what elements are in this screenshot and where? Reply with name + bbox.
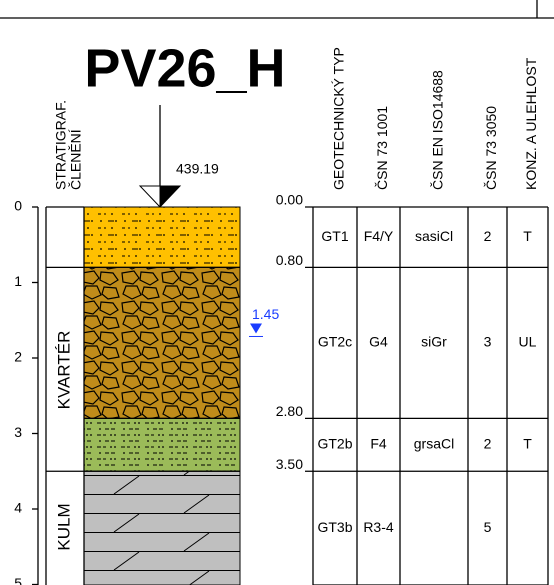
cell: 5 <box>484 519 492 535</box>
strat-header: ČLENĚNÍ <box>68 129 84 190</box>
strat-unit: KULM <box>54 503 73 550</box>
cell: 3 <box>484 334 492 350</box>
water-level-marker <box>250 323 262 333</box>
column-header: KONZ. A ULEHLOST <box>523 57 539 190</box>
soil-layer <box>84 267 240 418</box>
column-header: ČSN 73 3050 <box>483 106 499 190</box>
depth-label: 1 <box>14 273 22 289</box>
cell: grsaCl <box>414 436 454 452</box>
cell: F4 <box>370 436 387 452</box>
cell: 2 <box>484 436 492 452</box>
depth-label: 0 <box>14 198 22 214</box>
strat-unit: KVARTÉR <box>54 331 73 410</box>
cell: R3-4 <box>363 519 394 535</box>
column-header: ČSN 73 1001 <box>374 106 390 190</box>
water-level: 1.45 <box>252 306 279 322</box>
borehole-log: PV26_H 439.19 0 1 2 3 4 5 KVARTÉR KULM STRATIGRA… <box>0 0 554 585</box>
depth-label: 4 <box>14 500 22 516</box>
depth-value: 0.80 <box>276 252 303 268</box>
depth-value: 3.50 <box>276 456 303 472</box>
cell: UL <box>519 334 537 350</box>
soil-layer <box>84 207 240 267</box>
elevation: 439.19 <box>176 161 219 177</box>
depth-value: 0.00 <box>276 192 303 208</box>
cell: GT2b <box>317 436 352 452</box>
cell: sasiCl <box>415 228 453 244</box>
cell: GT2c <box>318 334 352 350</box>
depth-label: 3 <box>14 424 22 440</box>
cell: T <box>523 436 532 452</box>
cell: G4 <box>369 334 388 350</box>
cell: siGr <box>421 334 447 350</box>
strat-header: STRATIGRAF. <box>53 100 69 190</box>
column-header: ČSN EN ISO14688 <box>430 70 446 190</box>
depth-label: 2 <box>14 349 22 365</box>
elevation-arrow <box>160 186 180 207</box>
depth-label: 5 <box>14 575 22 585</box>
depth-value: 2.80 <box>276 403 303 419</box>
elevation-arrow <box>140 186 160 207</box>
soil-layer <box>84 418 240 471</box>
cell: GT3b <box>317 519 352 535</box>
cell: GT1 <box>321 228 348 244</box>
title: PV26_H <box>84 38 285 98</box>
column-header: GEOTECHNICKÝ TYP <box>331 47 347 190</box>
cell: 2 <box>484 228 492 244</box>
cell: T <box>523 228 532 244</box>
cell: F4/Y <box>364 228 394 244</box>
soil-layer <box>84 471 240 585</box>
